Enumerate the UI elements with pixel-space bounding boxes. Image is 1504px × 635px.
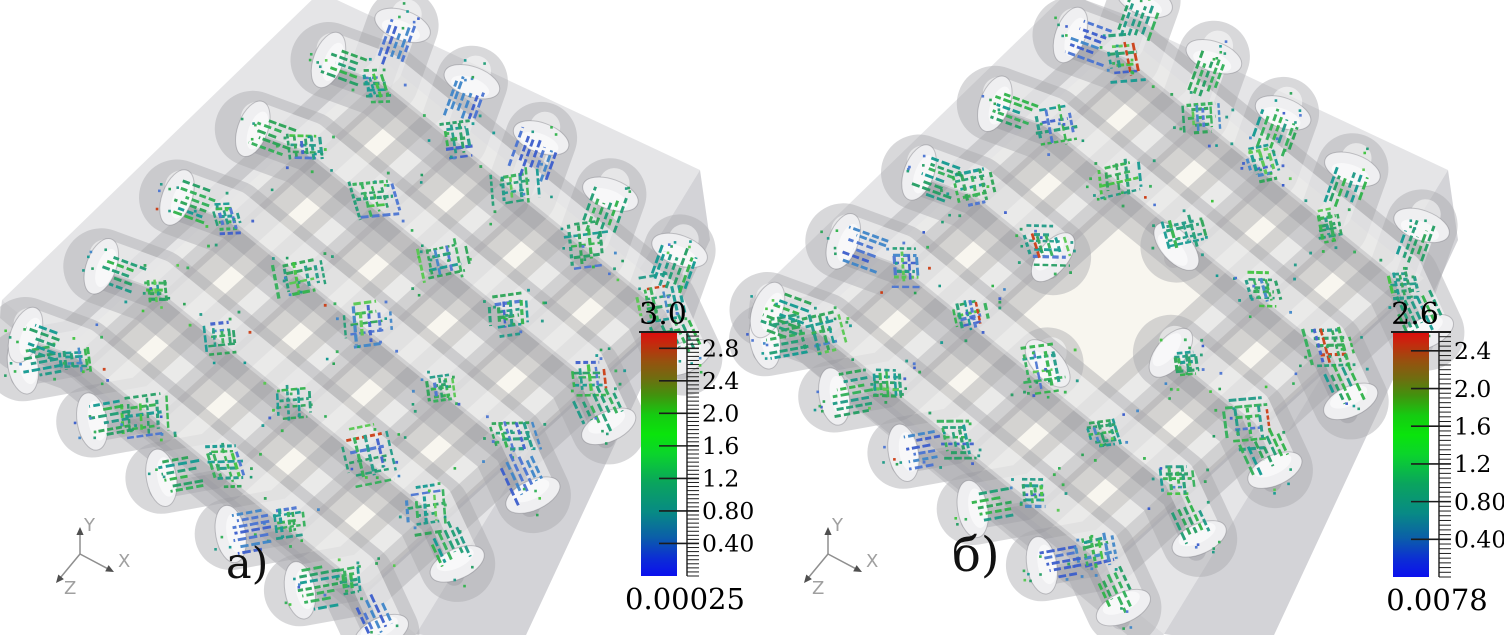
stream-cluster <box>1034 104 1078 157</box>
colorbar-max-label: 2.6 <box>1391 297 1439 332</box>
stream-cluster <box>275 133 335 174</box>
axis-orientation-widget: Y X Z <box>56 515 130 599</box>
stream-cluster <box>1089 158 1156 208</box>
y-axis-label: Y <box>831 515 844 536</box>
stream-cluster <box>1214 396 1286 452</box>
stream-cluster <box>1086 409 1140 462</box>
stream-cluster <box>1065 532 1118 581</box>
stream-cluster <box>1099 32 1155 89</box>
z-axis-arrowhead-icon <box>804 574 812 583</box>
stream-cluster <box>570 354 627 397</box>
colorbar-gradient <box>641 332 677 576</box>
stream-cluster <box>411 238 472 291</box>
colorbar-tick-label: 1.6 <box>702 432 739 460</box>
colorbar-tick-label: 0.80 <box>702 497 754 525</box>
stream-clusters <box>52 57 688 601</box>
colorbar-tick-label: 0.40 <box>1454 526 1504 554</box>
stream-cluster <box>940 167 1007 218</box>
colorbar-a: 2.8 2.4 2.0 1.6 1.2 0.80 0.40 3.0 0.00025 <box>625 297 754 616</box>
stream-cluster <box>863 359 922 410</box>
colorbar-tick-label: 1.2 <box>702 465 739 493</box>
x-axis-arrowhead-icon <box>853 565 862 572</box>
stream-cluster <box>188 310 252 357</box>
stream-cluster <box>253 497 320 548</box>
stream-cluster <box>347 171 405 223</box>
x-axis-label: X <box>866 551 878 572</box>
colorbar-tick-label: 1.2 <box>1454 450 1491 478</box>
colorbar-tick-label: 2.0 <box>1454 375 1491 403</box>
stream-cluster <box>1170 91 1235 148</box>
stream-cluster <box>1143 457 1210 504</box>
stream-cluster <box>922 411 982 469</box>
colorbar-max-label: 3.0 <box>639 297 687 332</box>
stream-cluster <box>261 381 313 433</box>
colorbar-min-label: 0.00025 <box>625 582 745 616</box>
stream-cluster <box>1151 209 1208 257</box>
x-axis-label: X <box>118 551 130 572</box>
panel-label-b: б) <box>952 527 1000 583</box>
z-axis-line <box>58 553 81 580</box>
stream-cluster <box>341 422 399 489</box>
stream-cluster <box>489 162 543 214</box>
x-axis-arrowhead-icon <box>105 565 114 572</box>
y-axis-label: Y <box>83 515 96 536</box>
edge-stream-combs <box>746 0 1443 630</box>
panel-label-a: а) <box>226 539 269 589</box>
colorbar-tick-label: 1.6 <box>1454 412 1491 440</box>
stream-cluster <box>323 558 378 601</box>
stream-cluster <box>1238 263 1297 314</box>
stream-cluster <box>789 306 852 356</box>
stream-cluster <box>1010 342 1079 398</box>
edge-stream-combs <box>4 2 703 635</box>
stream-cluster <box>1159 338 1223 392</box>
y-axis-arrowhead-icon <box>824 527 832 535</box>
colorbar-tick-label: 0.80 <box>1454 488 1504 516</box>
stream-cluster <box>886 241 931 289</box>
x-axis-line <box>79 553 110 571</box>
stream-cluster <box>1379 258 1421 309</box>
panel-b <box>728 0 1465 635</box>
stream-cluster <box>422 114 496 168</box>
stray-dots <box>95 135 653 567</box>
colorbar-gradient <box>1393 332 1429 577</box>
colorbar-tick-label: 2.4 <box>1454 337 1491 365</box>
stream-clusters <box>789 32 1421 581</box>
z-axis-label: Z <box>812 578 824 599</box>
colorbar-tick-label: 2.8 <box>702 334 739 362</box>
stream-cluster <box>1304 199 1357 255</box>
colorbar-tick-label: 2.0 <box>702 400 739 428</box>
x-axis-line <box>827 553 858 571</box>
stream-cluster <box>52 335 110 382</box>
stream-cluster <box>1009 473 1068 512</box>
y-axis-arrowhead-icon <box>76 527 84 535</box>
z-axis-arrowhead-icon <box>56 574 64 583</box>
stream-cluster <box>351 57 407 104</box>
z-axis-line <box>806 553 829 580</box>
colorbar-min-label: 0.0078 <box>1386 583 1487 617</box>
stream-cluster <box>482 415 547 463</box>
z-axis-label: Z <box>64 578 76 599</box>
colorbar-tick-label: 0.40 <box>702 530 754 558</box>
stray-dots <box>833 123 1363 549</box>
stream-cluster <box>124 264 190 304</box>
stream-cluster <box>270 252 337 307</box>
yarn-end-caps <box>6 7 712 635</box>
colorbar-b: 2.4 2.0 1.6 1.2 0.80 0.40 2.6 0.0078 <box>1386 297 1504 617</box>
panel-a <box>0 0 723 635</box>
stream-cluster <box>483 288 546 338</box>
stream-cluster <box>193 191 255 248</box>
colorbar-tick-label: 2.4 <box>702 367 739 395</box>
axis-orientation-widget: Y X Z <box>804 515 878 599</box>
stream-cluster <box>940 297 1002 344</box>
stream-cluster <box>1015 224 1076 276</box>
stream-cluster <box>120 392 177 442</box>
